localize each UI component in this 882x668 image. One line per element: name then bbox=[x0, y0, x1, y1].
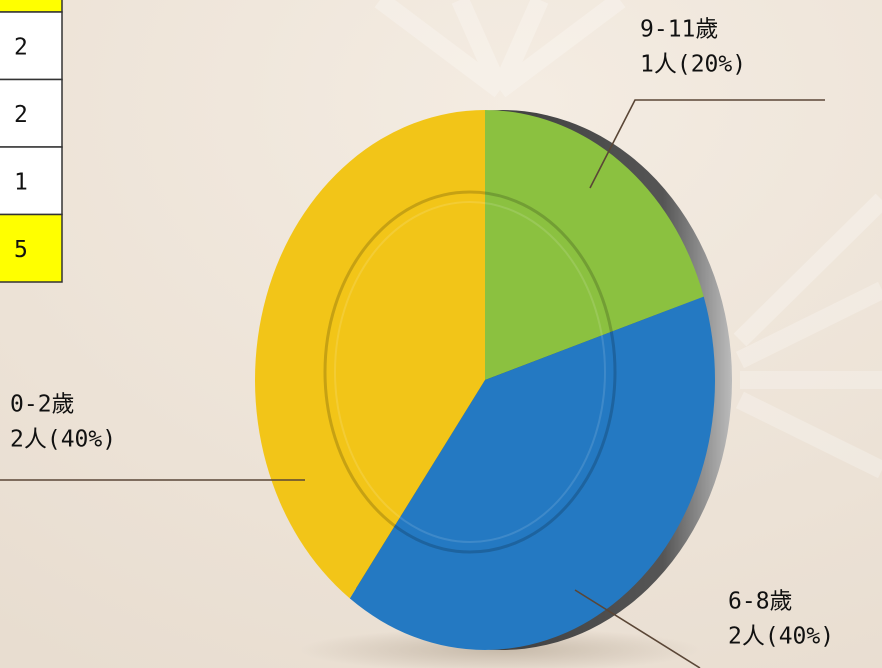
slice-value-label: 1人(20%) bbox=[640, 52, 746, 78]
table-cell bbox=[0, 11, 63, 81]
table: 2 2 1 5 bbox=[0, 0, 63, 283]
table-cell bbox=[0, 0, 63, 13]
leader-line bbox=[589, 99, 825, 189]
pie-slice bbox=[255, 110, 485, 599]
table-cell-text: 2 bbox=[14, 35, 28, 61]
slice-value-label: 2人(40%) bbox=[728, 624, 834, 650]
table-cell-text: 5 bbox=[14, 237, 28, 263]
pie-ring bbox=[334, 201, 606, 543]
table-cell-text: 2 bbox=[14, 102, 28, 128]
slice-label: 9-11歲 bbox=[640, 17, 718, 43]
leader-line bbox=[574, 589, 701, 668]
slice-label: 6-8歲 bbox=[728, 589, 793, 615]
table-cell bbox=[0, 146, 63, 216]
pie-ring bbox=[323, 190, 617, 554]
table-cell-text: 1 bbox=[14, 170, 28, 196]
pie-slice bbox=[485, 110, 704, 380]
slice-value-label: 2人(40%) bbox=[10, 427, 116, 453]
pie-slice bbox=[349, 296, 715, 650]
table-cell bbox=[0, 78, 63, 148]
table-cell bbox=[0, 213, 63, 283]
decoration bbox=[374, 0, 882, 479]
pie bbox=[255, 110, 715, 650]
labels: 9-11歲 1人(20%) 6-8歲 2人(40%) 0-2歲 2人(40%) bbox=[0, 17, 834, 668]
slice-label: 0-2歲 bbox=[10, 392, 75, 418]
